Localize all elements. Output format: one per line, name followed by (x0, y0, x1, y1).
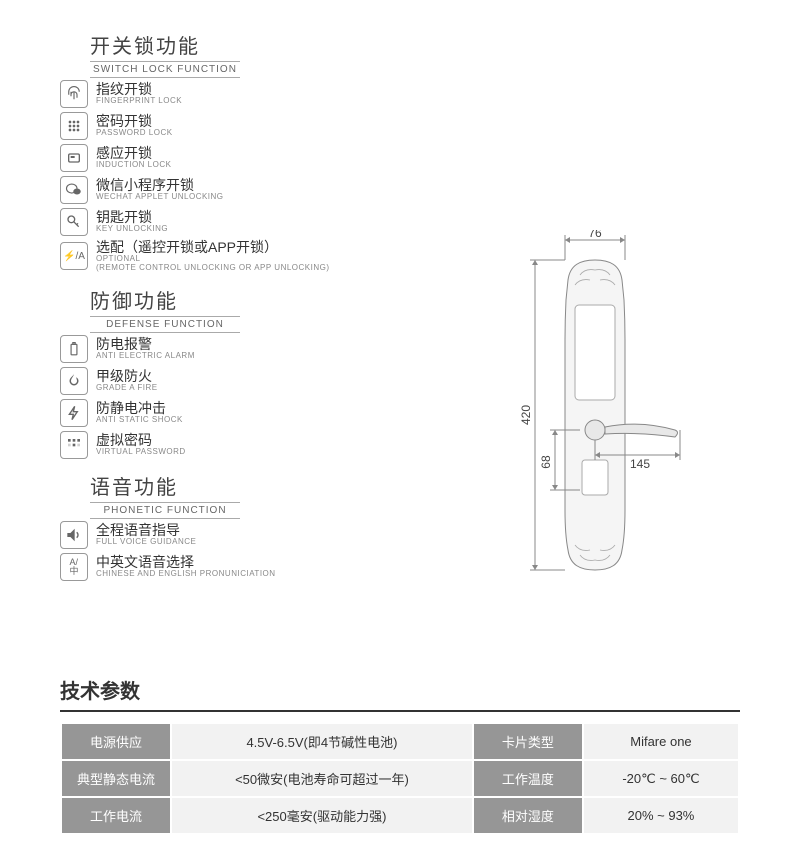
feature-en: ANTI ELECTRIC ALARM (96, 352, 195, 361)
title-en: PHONETIC FUNCTION (90, 502, 240, 519)
spec-value: <50微安(电池寿命可超过一年) (171, 760, 473, 797)
title-en: SWITCH LOCK FUNCTION (90, 61, 240, 78)
feature-cn: 防电报警 (96, 337, 195, 352)
dim-height: 420 (519, 405, 533, 425)
spec-value: 20% ~ 93% (583, 797, 739, 834)
feature-item: 密码开锁 PASSWORD LOCK (60, 112, 740, 140)
feature-text: 指纹开锁 FINGERPRINT LOCK (96, 82, 182, 106)
specs-title: 技术参数 (60, 675, 740, 712)
feature-text: 防电报警 ANTI ELECTRIC ALARM (96, 337, 195, 361)
section-title: 开关锁功能 SWITCH LOCK FUNCTION (90, 30, 740, 78)
spec-label: 卡片类型 (473, 723, 583, 760)
feature-text: 微信小程序开锁 WECHAT APPLET UNLOCKING (96, 178, 224, 202)
key-icon (60, 208, 88, 236)
dim-handle: 145 (630, 457, 650, 471)
spec-value: <250毫安(驱动能力强) (171, 797, 473, 834)
spec-value: -20℃ ~ 60℃ (583, 760, 739, 797)
spec-value: Mifare one (583, 723, 739, 760)
title-en: DEFENSE FUNCTION (90, 316, 240, 333)
table-row: 典型静态电流 <50微安(电池寿命可超过一年) 工作温度 -20℃ ~ 60℃ (61, 760, 739, 797)
spec-label: 典型静态电流 (61, 760, 171, 797)
feature-text: 甲级防火 GRADE A FIRE (96, 369, 158, 393)
fingerprint-icon (60, 80, 88, 108)
lock-dimension-diagram: 76 420 68 145 (480, 230, 700, 590)
feature-cn: 全程语音指导 (96, 523, 196, 538)
feature-item: 感应开锁 INDUCTION LOCK (60, 144, 740, 172)
feature-en: KEY UNLOCKING (96, 225, 168, 234)
specs-table: 电源供应 4.5V-6.5V(即4节碱性电池) 卡片类型 Mifare one … (60, 722, 740, 835)
spec-label: 相对湿度 (473, 797, 583, 834)
feature-text: 全程语音指导 FULL VOICE GUIDANCE (96, 523, 196, 547)
spec-label: 工作电流 (61, 797, 171, 834)
fire-icon (60, 367, 88, 395)
dim-width: 76 (588, 230, 602, 240)
feature-item: 指纹开锁 FINGERPRINT LOCK (60, 80, 740, 108)
feature-en: ANTI STATIC SHOCK (96, 416, 183, 425)
feature-en: OPTIONAL (REMOTE CONTROL UNLOCKING OR AP… (96, 255, 330, 273)
feature-text: 密码开锁 PASSWORD LOCK (96, 114, 173, 138)
keypad-icon (60, 112, 88, 140)
feature-cn: 钥匙开锁 (96, 210, 168, 225)
feature-text: 钥匙开锁 KEY UNLOCKING (96, 210, 168, 234)
feature-en: VIRTUAL PASSWORD (96, 448, 186, 457)
feature-en: WECHAT APPLET UNLOCKING (96, 193, 224, 202)
dim-offset: 68 (539, 455, 553, 469)
feature-text: 中英文语音选择 CHINESE AND ENGLISH PRONUNICIATI… (96, 555, 276, 579)
feature-cn: 密码开锁 (96, 114, 173, 129)
feature-en: CHINESE AND ENGLISH PRONUNICIATION (96, 570, 276, 579)
feature-en: PASSWORD LOCK (96, 129, 173, 138)
feature-en: FULL VOICE GUIDANCE (96, 538, 196, 547)
feature-en: GRADE A FIRE (96, 384, 158, 393)
voice-icon (60, 521, 88, 549)
feature-text: 虚拟密码 VIRTUAL PASSWORD (96, 433, 186, 457)
specs-section: 技术参数 电源供应 4.5V-6.5V(即4节碱性电池) 卡片类型 Mifare… (60, 675, 740, 835)
table-row: 工作电流 <250毫安(驱动能力强) 相对湿度 20% ~ 93% (61, 797, 739, 834)
static-icon (60, 399, 88, 427)
feature-cn: 防静电冲击 (96, 401, 183, 416)
spec-label: 工作温度 (473, 760, 583, 797)
feature-cn: 虚拟密码 (96, 433, 186, 448)
card-icon (60, 144, 88, 172)
table-row: 电源供应 4.5V-6.5V(即4节碱性电池) 卡片类型 Mifare one (61, 723, 739, 760)
feature-item: 微信小程序开锁 WECHAT APPLET UNLOCKING (60, 176, 740, 204)
feature-en: INDUCTION LOCK (96, 161, 171, 170)
virtual-icon (60, 431, 88, 459)
title-cn: 开关锁功能 (90, 30, 740, 59)
feature-text: 防静电冲击 ANTI STATIC SHOCK (96, 401, 183, 425)
feature-text: 感应开锁 INDUCTION LOCK (96, 146, 171, 170)
remote-icon: ⚡/A (60, 242, 88, 270)
feature-cn: 选配（遥控开锁或APP开锁） (96, 240, 330, 255)
wechat-icon (60, 176, 88, 204)
spec-label: 电源供应 (61, 723, 171, 760)
feature-en: FINGERPRINT LOCK (96, 97, 182, 106)
feature-cn: 中英文语音选择 (96, 555, 276, 570)
lang-icon: A/中 (60, 553, 88, 581)
feature-text: 选配（遥控开锁或APP开锁） OPTIONAL (REMOTE CONTROL … (96, 240, 330, 273)
spec-value: 4.5V-6.5V(即4节碱性电池) (171, 723, 473, 760)
battery-icon (60, 335, 88, 363)
feature-cn: 甲级防火 (96, 369, 158, 384)
feature-cn: 感应开锁 (96, 146, 171, 161)
feature-cn: 指纹开锁 (96, 82, 182, 97)
feature-cn: 微信小程序开锁 (96, 178, 224, 193)
